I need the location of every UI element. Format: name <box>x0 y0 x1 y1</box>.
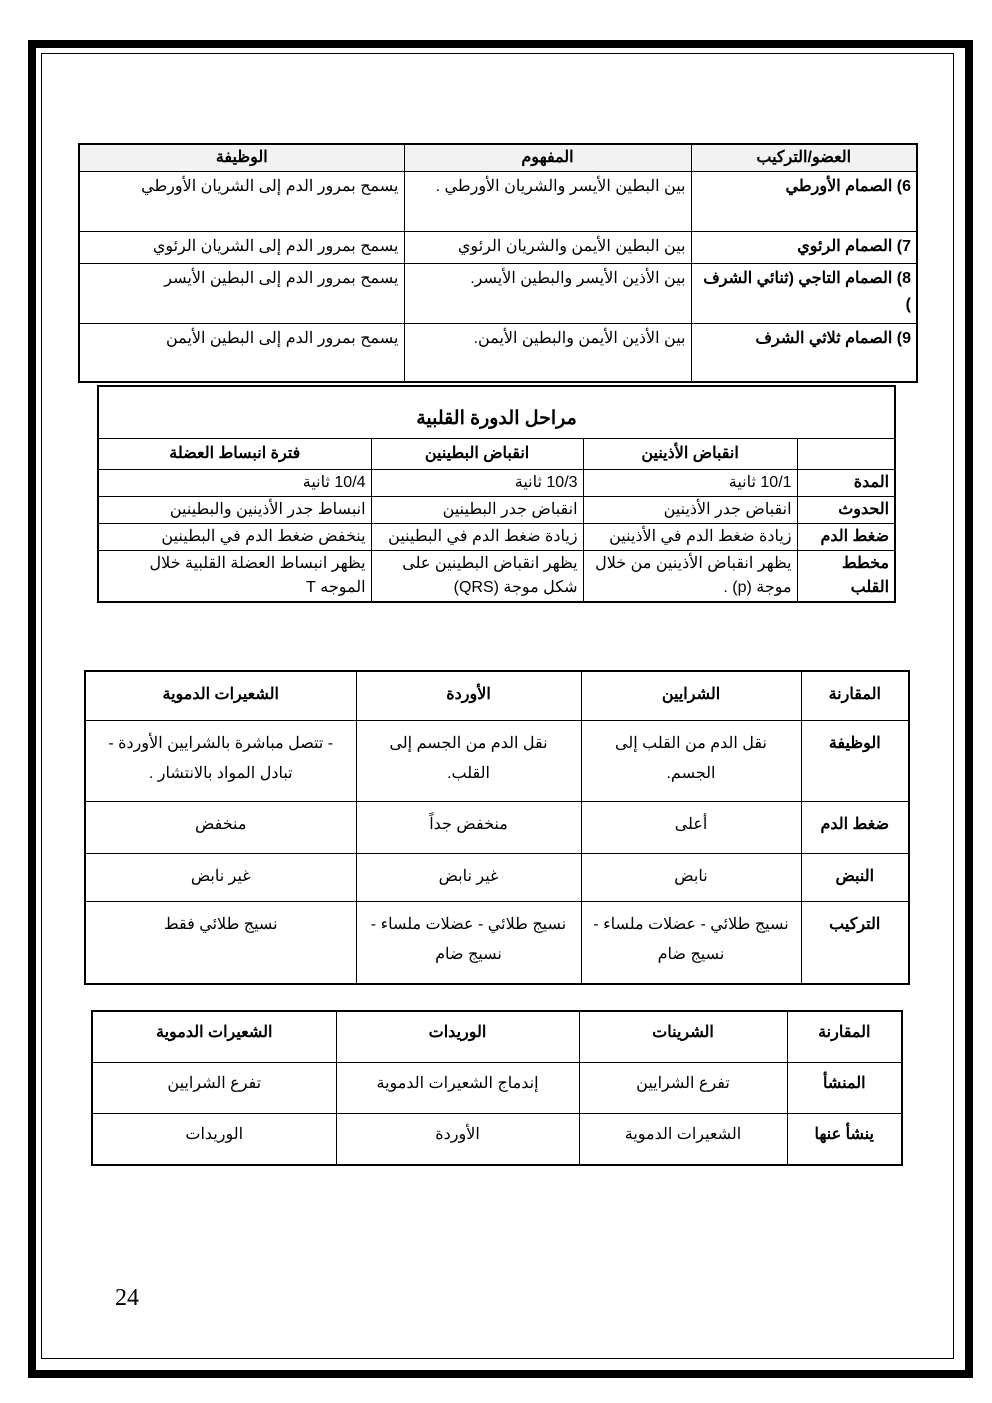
table-cell: منخفض <box>84 800 357 854</box>
table-cell: انقباض جدر الأذينين <box>582 495 798 524</box>
header-cell: انقباض الأذينين <box>582 437 798 470</box>
row-label: الحدوث <box>796 495 896 524</box>
table-cell: غير نابض <box>355 852 582 902</box>
row-label: 7) الصمام الرئوي <box>690 231 918 264</box>
header-cell: المقارنة <box>800 670 910 721</box>
table-cell: غير نابض <box>84 852 357 902</box>
table-cell: منخفض جداً <box>355 800 582 854</box>
table-cell: ينخفض ضغط الدم في البطينين <box>97 522 372 551</box>
row-label: الوظيفة <box>800 719 910 802</box>
table-cell: زيادة ضغط الدم في البطينين <box>370 522 584 551</box>
row-label: ضغط الدم <box>800 800 910 854</box>
table-row: ضغط الدم أعلى منخفض جداً منخفض <box>84 800 910 854</box>
table-cell: بين الأذين الأيسر والبطين الأيسر. <box>403 263 692 324</box>
table-cell: نسيج طلائي فقط <box>84 900 357 985</box>
table-cell: يسمح بمرور الدم إلى البطين الأيمن <box>78 323 405 382</box>
table-cell: الوريدات <box>91 1113 337 1166</box>
row-label: المنشأ <box>786 1062 903 1114</box>
table-cell: يظهر انقباض البطينين على شكل موجة (QRS) <box>370 549 584 602</box>
table-cell: يسمح بمرور الدم إلى الشريان الأورطي <box>78 171 405 232</box>
table-row: 6) الصمام الأورطي بين البطين الأيسر والش… <box>78 171 918 232</box>
table-cell: 10/4 ثانية <box>97 468 372 497</box>
header-cell: العضو/التركيب <box>690 143 918 172</box>
table-cell: بين الأذين الأيمن والبطين الأيمن. <box>403 323 692 382</box>
table-header-row: العضو/التركيب المفهوم الوظيفة <box>78 143 918 172</box>
row-label: التركيب <box>800 900 910 985</box>
table-cell: بين البطين الأيمن والشريان الرئوي <box>403 231 692 264</box>
header-cell: الشرينات <box>578 1010 788 1063</box>
table-cell: يسمح بمرور الدم إلى البطين الأيسر <box>78 263 405 324</box>
table-row: مخطط القلب يظهر انقباض الأذينين من خلال … <box>97 549 896 602</box>
table-row: التركيب نسيج طلائي - عضلات ملساء - نسيج … <box>84 900 910 985</box>
table-cell: انبساط جدر الأذينين والبطينين <box>97 495 372 524</box>
table-cell: الشعيرات الدموية <box>578 1113 788 1166</box>
table-cell: يسمح بمرور الدم إلى الشريان الرئوي <box>78 231 405 264</box>
table-cell: يظهر انقباض الأذينين من خلال موجة (p) . <box>582 549 798 602</box>
row-label: ينشأ عنها <box>786 1113 903 1166</box>
table-cell: - تتصل مباشرة بالشرايين الأوردة - تبادل … <box>84 719 357 802</box>
small-vessels-table: المقارنة الشرينات الوريدات الشعيرات الدم… <box>91 1010 903 1166</box>
header-cell: الشعيرات الدموية <box>84 670 357 721</box>
table-row: المدة 10/1 ثانية 10/3 ثانية 10/4 ثانية <box>97 468 896 497</box>
table-cell: يظهر انبساط العضلة القلبية خلال الموجه T <box>97 549 372 602</box>
blood-vessels-table: المقارنة الشرايين الأوردة الشعيرات الدمو… <box>84 670 910 985</box>
valves-table: العضو/التركيب المفهوم الوظيفة 6) الصمام … <box>78 143 918 383</box>
table-cell: نسيج طلائي - عضلات ملساء - نسيج ضام <box>580 900 802 985</box>
table-header-row: المقارنة الشرايين الأوردة الشعيرات الدمو… <box>84 670 910 721</box>
row-label: النبض <box>800 852 910 902</box>
header-cell: انقباض البطينين <box>370 437 584 470</box>
table-cell: زيادة ضغط الدم في الأذينين <box>582 522 798 551</box>
cardiac-cycle-table: مراحل الدورة القلبية انقباض الأذينين انق… <box>97 385 897 603</box>
row-label: 8) الصمام التاجي (ثنائي الشرف ) <box>690 263 918 324</box>
table-row: 7) الصمام الرئوي بين البطين الأيمن والشر… <box>78 231 918 264</box>
header-cell: المقارنة <box>786 1010 903 1063</box>
table-cell: 10/1 ثانية <box>582 468 798 497</box>
table-row: الوظيفة نقل الدم من القلب إلى الجسم. نقل… <box>84 719 910 802</box>
header-cell: فترة انبساط العضلة <box>97 437 372 470</box>
table-row: 8) الصمام التاجي (ثنائي الشرف ) بين الأذ… <box>78 263 918 324</box>
table-cell: انقباض جدر البطينين <box>370 495 584 524</box>
row-label: مخطط القلب <box>796 549 896 602</box>
page-number: 24 <box>115 1285 139 1311</box>
header-cell: الوريدات <box>335 1010 580 1063</box>
table-cell: نقل الدم من الجسم إلى القلب. <box>355 719 582 802</box>
header-cell: الشعيرات الدموية <box>91 1010 337 1063</box>
table-row: ينشأ عنها الشعيرات الدموية الأوردة الوري… <box>91 1113 903 1166</box>
table-cell: إندماج الشعيرات الدموية <box>335 1062 580 1114</box>
row-label: 6) الصمام الأورطي <box>690 171 918 232</box>
page-border <box>28 40 973 1378</box>
table-cell: 10/3 ثانية <box>370 468 584 497</box>
table-row: 9) الصمام ثلاثي الشرف بين الأذين الأيمن … <box>78 323 918 382</box>
row-label: المدة <box>796 468 896 497</box>
table-cell: نابض <box>580 852 802 902</box>
table-cell: الأوردة <box>335 1113 580 1166</box>
table-row: النبض نابض غير نابض غير نابض <box>84 852 910 902</box>
table-row: ضغط الدم زيادة ضغط الدم في الأذينين زياد… <box>97 522 896 551</box>
table-row: الحدوث انقباض جدر الأذينين انقباض جدر ال… <box>97 495 896 524</box>
header-cell: الأوردة <box>355 670 582 721</box>
header-cell <box>796 437 896 470</box>
table-row: المنشأ تفرع الشرايين إندماج الشعيرات الد… <box>91 1062 903 1114</box>
table-cell: تفرع الشرايين <box>578 1062 788 1114</box>
table-cell: تفرع الشرايين <box>91 1062 337 1114</box>
page-border-inner <box>41 53 954 1359</box>
table-cell: بين البطين الأيسر والشريان الأورطي . <box>403 171 692 232</box>
row-label: 9) الصمام ثلاثي الشرف <box>690 323 918 382</box>
table-header-row: انقباض الأذينين انقباض البطينين فترة انب… <box>97 437 896 470</box>
header-cell: الشرايين <box>580 670 802 721</box>
header-cell: الوظيفة <box>78 143 405 172</box>
table-cell: نقل الدم من القلب إلى الجسم. <box>580 719 802 802</box>
row-label: ضغط الدم <box>796 522 896 551</box>
table-cell: نسيج طلائي - عضلات ملساء - نسيج ضام <box>355 900 582 985</box>
table-header-row: المقارنة الشرينات الوريدات الشعيرات الدم… <box>91 1010 903 1063</box>
table-cell: أعلى <box>580 800 802 854</box>
header-cell: المفهوم <box>403 143 692 172</box>
table-title: مراحل الدورة القلبية <box>97 385 896 439</box>
